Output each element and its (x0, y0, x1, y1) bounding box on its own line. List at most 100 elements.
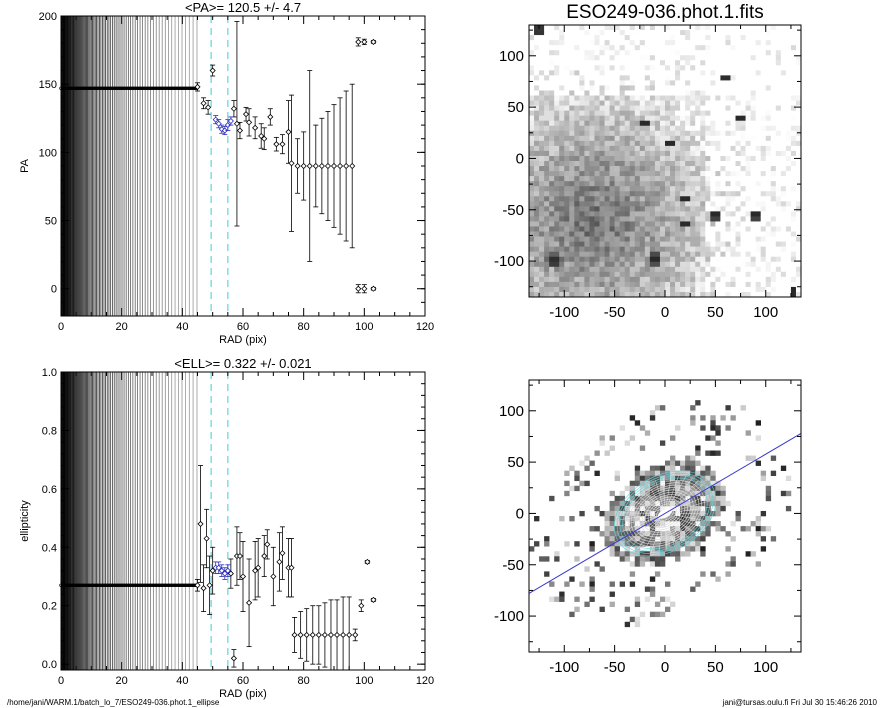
image-pixel (665, 271, 671, 278)
image-pixel (705, 50, 711, 56)
image-pixel (740, 130, 746, 137)
image-pixel (780, 271, 787, 278)
image-pixel (730, 286, 736, 293)
image-pixel (690, 516, 696, 522)
image-pixel (659, 611, 666, 618)
band-point (161, 583, 165, 587)
image-pixel (690, 291, 696, 298)
image-pixel (780, 45, 787, 51)
image-pixel (624, 145, 631, 152)
image-pixel (695, 505, 701, 512)
image-pixel (680, 115, 686, 122)
image-pixel (624, 621, 631, 628)
image-pixel (589, 95, 595, 101)
image-pixel (720, 526, 726, 532)
x-tick-label: 0 (661, 659, 669, 676)
image-pixel (675, 105, 681, 111)
image-pixel (574, 65, 580, 71)
image-pixel (649, 281, 656, 288)
image-pixel (730, 236, 736, 242)
image-pixel (670, 516, 676, 522)
image-pixel (649, 236, 656, 242)
image-pixel (649, 490, 656, 497)
image-pixel (750, 261, 756, 268)
image-pixel (624, 241, 631, 247)
image-pixel (574, 125, 580, 132)
x-tick-label: 100 (355, 675, 373, 687)
image-pixel (554, 65, 560, 71)
image-pixel (785, 236, 792, 242)
image-pixel (614, 216, 620, 222)
image-pixel (584, 50, 590, 56)
image-pixel (549, 226, 555, 232)
image-pixel (700, 221, 706, 227)
image-pixel (639, 206, 646, 212)
image-pixel (705, 155, 711, 162)
image-pixel (554, 241, 560, 247)
image-pixel (680, 80, 686, 86)
image-pixel (770, 90, 777, 96)
image-pixel (634, 110, 641, 116)
image-pixel (539, 55, 545, 61)
image-pixel (735, 90, 741, 96)
image-pixel (780, 281, 787, 288)
image-pixel (705, 231, 711, 237)
image-pixel (750, 40, 756, 46)
image-pixel (594, 161, 600, 167)
image-pixel (690, 171, 696, 177)
image-pixel (594, 216, 600, 222)
image-pixel (680, 236, 686, 242)
image-pixel (795, 25, 802, 31)
data-point (312, 162, 319, 170)
data-point (227, 117, 234, 125)
image-pixel (554, 35, 560, 41)
image-pixel (680, 50, 686, 56)
image-pixel (780, 70, 787, 76)
image-pixel (594, 35, 600, 41)
image-pixel (534, 75, 540, 81)
image-pixel (624, 191, 631, 197)
image-pixel (654, 261, 661, 268)
image-pixel (544, 541, 550, 547)
image-pixel (639, 266, 646, 273)
image-pixel (564, 30, 570, 36)
image-pixel (534, 276, 540, 283)
image-pixel (554, 186, 560, 192)
image-pixel (790, 256, 797, 263)
image-pixel (700, 470, 706, 477)
image-pixel (745, 276, 751, 283)
image-pixel (554, 110, 560, 116)
image-pixel (700, 181, 706, 187)
image-pixel (549, 191, 555, 197)
image-pixel (775, 196, 782, 202)
image-pixel (735, 176, 741, 182)
image-pixel (710, 80, 716, 86)
image-pixel (534, 70, 540, 76)
x-tick-label: 80 (298, 321, 310, 333)
image-pixel (720, 241, 726, 247)
image-pixel (790, 100, 797, 106)
image-pixel (740, 75, 746, 81)
image-pixel (780, 110, 787, 116)
image-pixel (589, 221, 595, 227)
image-pixel (760, 291, 767, 298)
image-pixel (564, 145, 570, 152)
image-pixel (594, 100, 600, 106)
image-pixel (544, 196, 550, 202)
band-point (177, 86, 182, 90)
image-pixel (785, 505, 792, 512)
y-tick-label: 0.2 (42, 601, 57, 613)
band-point (72, 583, 76, 587)
image-pixel (639, 80, 646, 86)
image-pixel (649, 485, 656, 492)
band-point (92, 583, 96, 587)
image-pixel (624, 541, 631, 547)
image-pixel (790, 145, 797, 152)
image-pixel (629, 100, 636, 106)
image-pixel (594, 166, 600, 172)
image-pixel (665, 206, 671, 212)
image-pixel (795, 75, 802, 81)
image-pixel (720, 45, 726, 51)
image-pixel (609, 140, 615, 147)
image-pixel (685, 546, 691, 552)
